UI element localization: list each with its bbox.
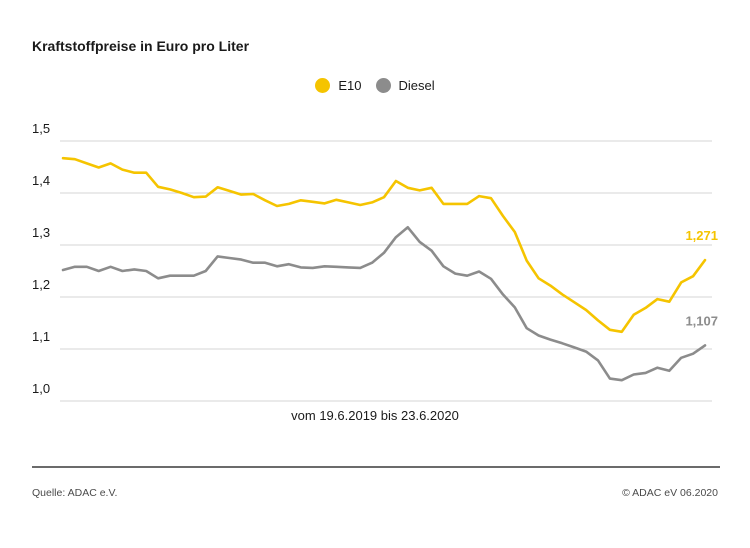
series-line-diesel — [61, 226, 707, 382]
y-tick-label: 1,4 — [32, 173, 50, 188]
chart-title: Kraftstoffpreise in Euro pro Liter — [32, 38, 250, 54]
legend-label-diesel: Diesel — [398, 78, 435, 93]
y-tick-label: 1,2 — [32, 277, 50, 292]
copyright-note: © ADAC eV 06.2020 — [622, 487, 718, 499]
chart-subtitle: vom 19.6.2019 bis 23.6.2020 — [291, 408, 459, 423]
y-tick-label: 1,3 — [32, 225, 50, 240]
series-line-e10 — [61, 156, 707, 334]
source-note: Quelle: ADAC e.V. — [32, 487, 118, 499]
y-tick-label: 1,0 — [32, 381, 50, 396]
y-tick-label: 1,5 — [32, 121, 50, 136]
legend-swatch-diesel — [375, 78, 391, 93]
divider — [32, 466, 720, 468]
end-value-label-e10: 1,271 — [685, 228, 718, 243]
legend-swatch-e10 — [315, 78, 331, 93]
legend-label-e10: E10 — [338, 78, 362, 93]
legend-item-e10: E10 — [315, 78, 362, 93]
y-tick-label: 1,1 — [32, 329, 50, 344]
legend: E10 Diesel — [0, 78, 750, 93]
end-value-label-diesel: 1,107 — [685, 313, 718, 328]
legend-item-diesel: Diesel — [375, 78, 435, 93]
